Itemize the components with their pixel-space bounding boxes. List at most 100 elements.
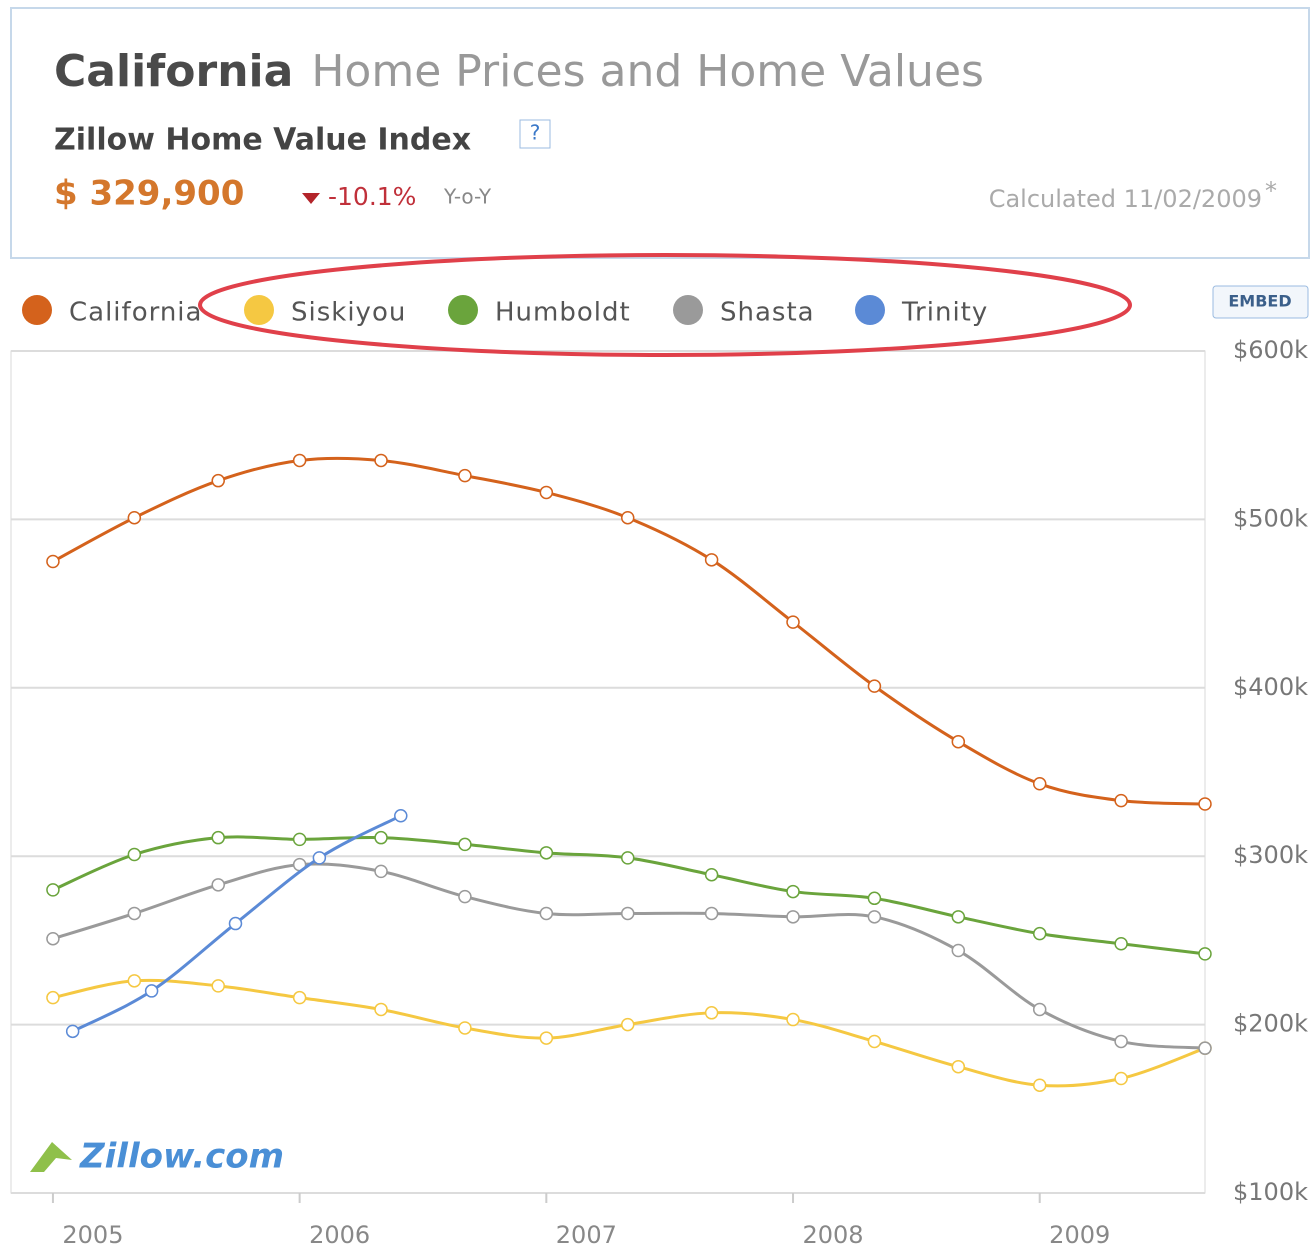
point-marker <box>228 916 243 931</box>
point-marker <box>867 891 882 906</box>
plot-area <box>10 350 1206 1194</box>
legend-swatch <box>244 295 274 325</box>
point-marker <box>312 851 327 865</box>
y-tick-label: $500k <box>1233 504 1308 532</box>
point-marker <box>46 990 60 1005</box>
point-marker <box>374 453 388 468</box>
point-marker <box>867 679 882 693</box>
point-marker <box>211 878 225 892</box>
yoy-change: -10.1% <box>328 182 416 211</box>
point-marker <box>786 615 800 629</box>
y-tick-label: $100k <box>1233 1178 1308 1206</box>
point-marker <box>867 1034 882 1049</box>
x-tick-label: 2008 <box>802 1221 863 1249</box>
point-marker <box>458 468 472 483</box>
point-marker <box>539 485 554 500</box>
point-marker <box>1114 1071 1128 1086</box>
legend-swatch <box>855 295 885 325</box>
point-marker <box>211 473 225 488</box>
logo: Zillow.com <box>79 1137 284 1177</box>
point-marker <box>951 910 966 924</box>
point-marker <box>620 906 635 921</box>
point-marker <box>127 847 142 862</box>
point-marker <box>620 1017 635 1032</box>
point-marker <box>1032 1078 1047 1092</box>
point-marker <box>786 910 800 924</box>
x-tick-label: 2009 <box>1049 1221 1110 1249</box>
point-marker <box>951 1059 966 1074</box>
point-marker <box>292 832 307 847</box>
help-button[interactable] <box>519 119 551 149</box>
header-box <box>10 7 1310 259</box>
point-marker <box>394 809 408 823</box>
help-label[interactable]: ? <box>530 121 541 145</box>
y-tick-label: $600k <box>1233 336 1308 364</box>
legend-swatch <box>22 295 52 325</box>
point-marker <box>951 734 966 749</box>
point-marker <box>867 910 882 924</box>
x-tick-label: 2006 <box>309 1221 370 1249</box>
y-tick-label: $300k <box>1233 841 1308 869</box>
point-marker <box>127 974 142 988</box>
y-tick-label: $400k <box>1233 673 1308 701</box>
logo-icon <box>30 1142 72 1172</box>
point-marker <box>539 1031 554 1045</box>
point-marker <box>374 1002 388 1017</box>
home-value: $ 329,900 <box>54 174 244 214</box>
point-marker <box>786 1012 800 1027</box>
point-marker <box>1114 1034 1128 1049</box>
point-marker <box>1198 1041 1212 1055</box>
embed-label[interactable]: EMBED <box>1228 292 1291 311</box>
point-marker <box>46 883 60 897</box>
region: California <box>54 46 293 97</box>
point-marker <box>539 846 554 860</box>
point-marker <box>539 906 554 921</box>
point-marker <box>292 453 307 468</box>
point-marker <box>951 943 966 958</box>
point-marker <box>458 837 472 852</box>
point-marker <box>127 906 142 921</box>
legend-label: Humboldt <box>495 298 631 328</box>
footnote-mark: * <box>1265 177 1277 205</box>
point-marker <box>211 979 225 993</box>
point-marker <box>1032 777 1047 791</box>
index-name: Zillow Home Value Index <box>54 123 471 158</box>
x-tick-label: 2005 <box>62 1221 123 1249</box>
point-marker <box>786 884 800 899</box>
y-tick-label: $200k <box>1233 1010 1308 1038</box>
legend-swatch <box>673 295 703 325</box>
point-marker <box>704 1006 719 1020</box>
yoy-label: Y-o-Y <box>443 185 492 209</box>
title: Home Prices and Home Values <box>311 46 984 97</box>
legend-label: Shasta <box>720 298 815 328</box>
legend-label: Siskiyou <box>291 298 406 328</box>
point-marker <box>292 990 307 1005</box>
annotation-ellipse <box>198 253 1132 357</box>
point-marker <box>1032 926 1047 941</box>
point-marker <box>1198 947 1212 961</box>
point-marker <box>704 553 719 567</box>
point-marker <box>620 510 635 525</box>
point-marker <box>1114 937 1128 951</box>
point-marker <box>1198 797 1212 811</box>
point-marker <box>374 864 388 879</box>
point-marker <box>211 830 225 845</box>
point-marker <box>46 931 60 946</box>
down-arrow <box>302 193 320 204</box>
legend-swatch <box>448 295 478 325</box>
point-marker <box>458 1021 472 1035</box>
point-marker <box>620 851 635 865</box>
header-title: California Home Prices and Home Values <box>54 46 984 97</box>
point-marker <box>46 554 60 569</box>
legend-label: Trinity <box>901 298 988 328</box>
point-marker <box>704 906 719 921</box>
point-marker <box>127 510 142 525</box>
point-marker <box>374 830 388 845</box>
x-tick-label: 2007 <box>556 1221 617 1249</box>
legend-label: California <box>69 298 202 328</box>
point-marker <box>704 867 719 882</box>
point-marker <box>65 1024 80 1039</box>
embed-button[interactable] <box>1212 285 1309 319</box>
